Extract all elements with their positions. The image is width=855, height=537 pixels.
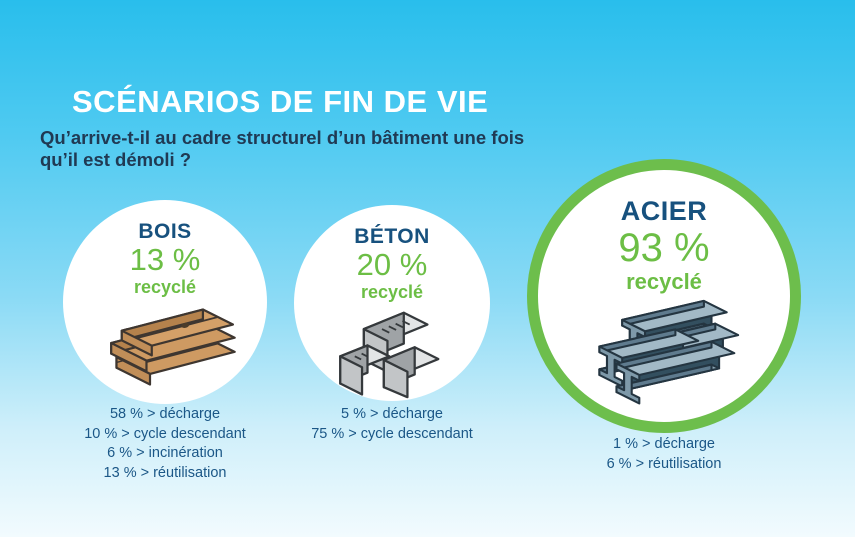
breakdown-line: 13 % > réutilisation bbox=[103, 464, 227, 481]
concrete-blocks-icon bbox=[339, 311, 440, 398]
breakdown-line: 1 % > décharge bbox=[613, 436, 715, 452]
breakdown-line: 58 % > décharge bbox=[109, 406, 221, 422]
breakdown-line: 6 % > incinération bbox=[107, 445, 223, 461]
material-name-bois: BOIS bbox=[138, 220, 192, 243]
material-percent-bois: 13 % bbox=[129, 242, 201, 277]
breakdown-line: 5 % > décharge bbox=[341, 406, 443, 422]
material-name-acier: ACIER bbox=[620, 196, 708, 226]
breakdown-list-bois: 58 % > décharge 10 % > cycle descendant … bbox=[45, 405, 285, 483]
material-card-acier: ACIER 93 % recyclé bbox=[527, 159, 801, 433]
material-card-bois: BOIS 13 % recyclé bbox=[63, 200, 267, 404]
breakdown-list-acier: 1 % > décharge 6 % > réutilisation bbox=[544, 435, 784, 474]
breakdown-line: 6 % > réutilisation bbox=[606, 455, 722, 472]
material-recycled-label-beton: recyclé bbox=[360, 281, 424, 302]
breakdown-line: 10 % > cycle descendant bbox=[84, 425, 246, 442]
breakdown-list-beton: 5 % > décharge 75 % > cycle descendant bbox=[272, 405, 512, 444]
page-title: SCÉNARIOS DE FIN DE VIE bbox=[72, 84, 489, 119]
material-recycled-label-acier: recyclé bbox=[626, 269, 702, 294]
material-percent-beton: 20 % bbox=[356, 247, 428, 282]
material-percent-acier: 93 % bbox=[618, 226, 710, 270]
steel-beams-icon bbox=[598, 299, 740, 405]
wood-planks-icon bbox=[110, 307, 236, 386]
page-subtitle: Qu’arrive-t-il au cadre structurel d’un … bbox=[40, 127, 525, 170]
material-name-beton: BÉTON bbox=[354, 225, 430, 248]
material-card-beton: BÉTON 20 % recyclé bbox=[294, 205, 490, 401]
material-recycled-label-bois: recyclé bbox=[133, 276, 197, 297]
breakdown-line: 75 % > cycle descendant bbox=[311, 425, 473, 442]
